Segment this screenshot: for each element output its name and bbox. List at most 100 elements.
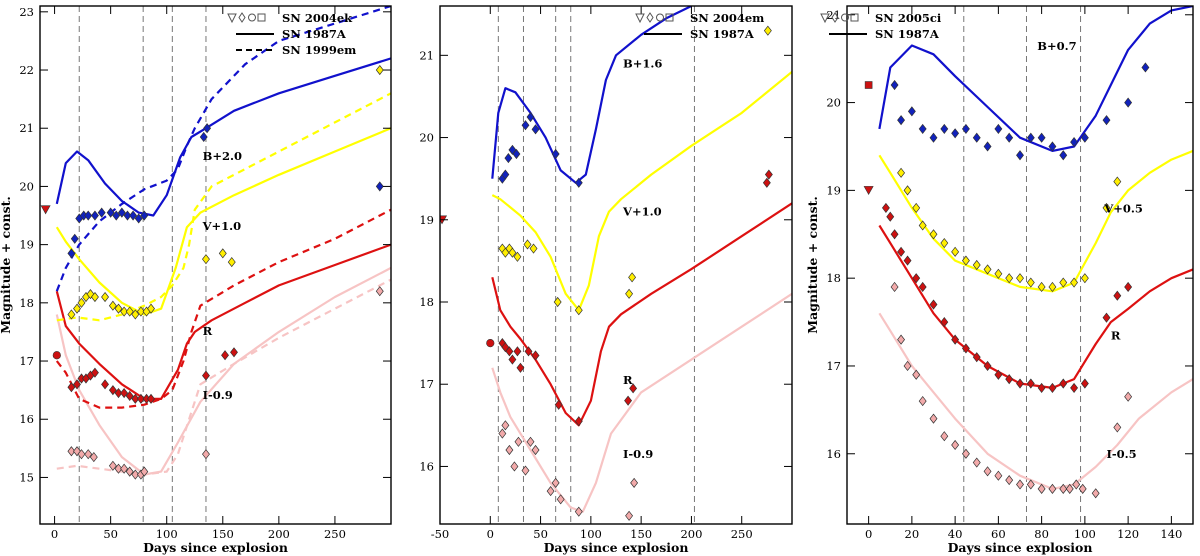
data-point	[202, 449, 210, 460]
legend-label: SN 1999em	[282, 43, 356, 57]
data-point	[553, 296, 562, 308]
data-point	[131, 469, 140, 480]
data-point	[994, 470, 1003, 481]
data-point	[147, 393, 155, 404]
data-point	[972, 352, 981, 363]
data-point	[120, 463, 129, 474]
series-line	[878, 224, 1193, 389]
series-line	[491, 292, 792, 513]
data-point	[864, 81, 873, 89]
y-tick-label: 18	[419, 295, 434, 309]
series-line	[56, 278, 391, 476]
y-tick-label: 17	[419, 377, 434, 391]
data-point	[1037, 281, 1046, 293]
data-point	[514, 436, 523, 447]
data-point	[554, 399, 563, 410]
data-point	[106, 207, 115, 218]
data-point	[1048, 281, 1057, 293]
data-point	[961, 123, 970, 134]
data-point	[907, 106, 916, 117]
axes-frame	[439, 5, 793, 525]
y-tick-label: 20	[19, 179, 34, 193]
data-point	[108, 300, 117, 311]
legend-marker	[656, 13, 664, 22]
legend: SN 2004ek SN 1987A SN 1999em	[227, 11, 356, 57]
axes-frame	[846, 5, 1194, 525]
data-point	[227, 257, 236, 268]
data-point	[903, 185, 912, 196]
legend-label: SN 2004em	[690, 11, 764, 25]
data-point	[77, 449, 86, 460]
band-label: I-0.5	[1107, 447, 1137, 461]
data-point	[763, 25, 772, 36]
data-point	[625, 510, 634, 521]
data-point	[972, 259, 981, 271]
data-point	[1113, 290, 1122, 301]
data-point	[77, 297, 86, 308]
data-point	[526, 111, 535, 123]
data-point	[983, 264, 992, 275]
data-point	[630, 477, 639, 488]
y-tick-label: 21	[19, 121, 34, 135]
series-line	[56, 92, 391, 322]
data-point	[67, 309, 76, 320]
y-tick-label: 19	[826, 183, 841, 197]
x-tick-label: 0	[51, 527, 58, 541]
series-line	[55, 208, 391, 409]
data-point	[510, 461, 519, 472]
data-point	[1059, 483, 1068, 494]
data-point	[1124, 391, 1133, 402]
data-point	[1026, 378, 1035, 389]
data-point	[546, 486, 555, 497]
data-point	[52, 351, 61, 360]
data-point	[1059, 378, 1068, 389]
data-point	[91, 210, 99, 221]
data-point	[73, 303, 81, 314]
data-point	[512, 148, 521, 160]
data-point	[486, 339, 495, 348]
y-tick-label: 20	[826, 96, 841, 110]
data-point	[112, 210, 121, 221]
data-point	[531, 124, 540, 135]
x-tick-label: 140	[1160, 527, 1182, 541]
series-line	[491, 6, 692, 184]
data-point	[912, 369, 921, 380]
band-label: I-0.9	[623, 447, 653, 461]
data-point	[983, 141, 992, 152]
data-point	[498, 428, 507, 439]
band-label: R	[623, 373, 633, 387]
data-point	[629, 383, 638, 394]
data-point	[983, 466, 992, 477]
data-point	[972, 132, 981, 143]
band-label: V+1.0	[202, 219, 242, 233]
data-point	[1113, 422, 1122, 433]
data-point	[1124, 97, 1133, 108]
x-tick-label: 100	[580, 527, 602, 541]
data-point	[140, 466, 149, 477]
data-point	[912, 273, 921, 284]
data-point	[625, 288, 634, 299]
data-point	[972, 457, 981, 468]
legend-marker	[841, 13, 849, 22]
data-point	[131, 309, 140, 320]
plot-area	[863, 6, 1193, 524]
y-axis-label: Magnitude + const.	[0, 196, 13, 333]
data-point	[961, 343, 970, 354]
data-point	[983, 360, 992, 372]
y-tick-label: 21	[419, 48, 434, 62]
data-point	[1037, 132, 1046, 143]
data-point	[1016, 150, 1024, 161]
data-point	[117, 207, 126, 218]
data-point	[120, 387, 129, 399]
plot-area	[40, 6, 391, 524]
data-point	[67, 248, 76, 259]
data-point	[521, 120, 530, 131]
legend: SN 2005ci SN 1987A	[820, 11, 942, 41]
data-point	[1048, 141, 1057, 152]
band-label: R	[1111, 329, 1121, 343]
x-tick-label: 0	[865, 527, 872, 541]
data-point	[375, 286, 384, 297]
data-point	[89, 451, 98, 463]
